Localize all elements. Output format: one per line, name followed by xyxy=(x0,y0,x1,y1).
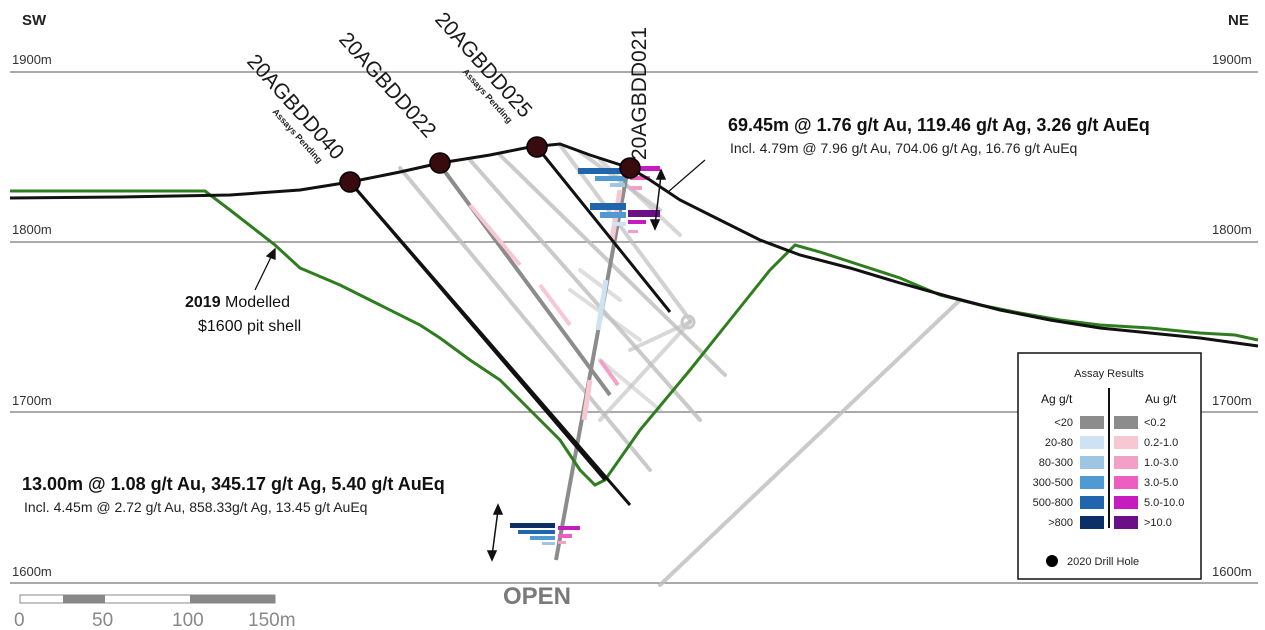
scale-bar xyxy=(19,594,276,604)
pit-shell-arrow xyxy=(254,247,276,291)
lower-intercept-headline: 13.00m @ 1.08 g/t Au, 345.17 g/t Ag, 5.4… xyxy=(22,474,445,494)
legend-ag-swatch xyxy=(1080,516,1104,529)
elevation-label-left: 1600m xyxy=(12,564,52,579)
legend-ag-range: 500-800 xyxy=(1033,497,1073,509)
pit-shell-label-line2: $1600 pit shell xyxy=(198,318,301,335)
legend-drill-hole-label: 2020 Drill Hole xyxy=(1067,556,1139,568)
hole-label-20agbdd040: 20AGBDD040 xyxy=(242,50,348,164)
legend-au-range: <0.2 xyxy=(1144,417,1166,429)
upper-interval-arrow xyxy=(649,168,667,231)
legend-ag-swatch xyxy=(1080,436,1104,449)
upper-intercept-detail: Incl. 4.79m @ 7.96 g/t Au, 704.06 g/t Ag… xyxy=(730,140,1077,156)
open-label: OPEN xyxy=(503,583,571,610)
legend-ag-swatch xyxy=(1080,456,1104,469)
scale-tick: 100 xyxy=(172,610,204,630)
elevation-label-right: 1600m xyxy=(1212,564,1252,579)
legend-au-swatch xyxy=(1114,456,1138,469)
scale-tick: 50 xyxy=(92,610,113,630)
legend-au-swatch xyxy=(1114,476,1138,489)
legend-ag-range: >800 xyxy=(1048,517,1073,529)
legend-au-range: 3.0-5.0 xyxy=(1144,477,1178,489)
hole-label-20agbdd025: 20AGBDD025 xyxy=(430,8,536,122)
elevation-label-right: 1800m xyxy=(1212,222,1252,237)
legend-ag-header: Ag g/t xyxy=(1041,392,1073,406)
hole-label-20agbdd021: 20AGBDD021 xyxy=(628,27,651,160)
hole-label-20agbdd022: 20AGBDD022 xyxy=(334,28,440,142)
legend-ag-swatch xyxy=(1080,476,1104,489)
hole-collar-marker xyxy=(680,314,696,330)
legend-au-range: 5.0-10.0 xyxy=(1144,497,1184,509)
scale-tick: 150m xyxy=(248,610,296,630)
scale-tick: 0 xyxy=(14,610,25,630)
legend-ag-swatch xyxy=(1080,416,1104,429)
drill-hole-traces xyxy=(348,146,672,506)
upper-intercept-headline: 69.45m @ 1.76 g/t Au, 119.46 g/t Ag, 3.2… xyxy=(728,115,1150,135)
lower-intercept-detail: Incl. 4.45m @ 2.72 g/t Au, 858.33g/t Ag,… xyxy=(24,499,367,515)
elevation-label-right: 1700m xyxy=(1212,393,1252,408)
legend: Assay Results Ag g/t Au g/t <20 <0.2 20-80… xyxy=(1017,352,1202,580)
legend-au-range: 0.2-1.0 xyxy=(1144,437,1178,449)
elevation-label-left: 1800m xyxy=(12,222,52,237)
drill-hole-collars xyxy=(339,136,641,193)
direction-ne: NE xyxy=(1228,12,1249,29)
elevation-label-left: 1900m xyxy=(12,52,52,67)
legend-au-swatch xyxy=(1114,516,1138,529)
elevation-lines xyxy=(10,71,1258,584)
legend-ag-range: 300-500 xyxy=(1033,477,1073,489)
assay-bars-upper xyxy=(578,166,660,233)
pit-shell-label: 2019 Modelled xyxy=(185,294,290,311)
elevation-label-left: 1700m xyxy=(12,393,52,408)
elevation-label-right: 1900m xyxy=(1212,52,1252,67)
legend-au-header: Au g/t xyxy=(1145,392,1177,406)
legend-ag-range: 80-300 xyxy=(1039,457,1073,469)
assay-bars-lower xyxy=(510,523,580,545)
historic-drill-traces xyxy=(398,143,962,587)
assay-traces xyxy=(438,163,630,561)
pit-shell-line xyxy=(10,189,1259,487)
legend-rows: <20 <0.2 20-80 0.2-1.0 80-300 1.0-3.0 300-500 3… xyxy=(1033,416,1184,529)
upper-intercept-leader xyxy=(667,159,706,193)
legend-au-swatch xyxy=(1114,436,1138,449)
legend-ag-range: <20 xyxy=(1054,417,1073,429)
legend-au-swatch xyxy=(1114,416,1138,429)
legend-ag-swatch xyxy=(1080,496,1104,509)
legend-ag-range: 20-80 xyxy=(1045,437,1073,449)
lower-interval-arrow xyxy=(486,503,504,562)
legend-title: Assay Results xyxy=(1074,368,1144,380)
legend-au-swatch xyxy=(1114,496,1138,509)
legend-au-range: >10.0 xyxy=(1144,517,1172,529)
direction-sw: SW xyxy=(22,12,47,29)
legend-drill-hole-marker xyxy=(1046,555,1058,567)
legend-au-range: 1.0-3.0 xyxy=(1144,457,1178,469)
